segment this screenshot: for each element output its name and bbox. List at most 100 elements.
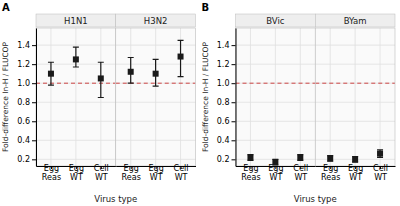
error-bar (128, 58, 134, 84)
y-tick-mark (32, 83, 36, 84)
x-tick-label: EggWT (348, 164, 363, 182)
plot-frame (236, 28, 316, 166)
x-axis-title: Virus type (294, 194, 337, 204)
x-tick-label-line: WT (269, 173, 282, 182)
x-tick-label-line: Egg (268, 164, 283, 173)
reference-line (236, 83, 316, 84)
x-tick-label-line: Egg (149, 164, 164, 173)
x-tick: CellWT (94, 164, 109, 182)
y-tick-mark (232, 140, 236, 141)
y-tick-mark (32, 64, 36, 65)
y-tick-mark (32, 159, 36, 160)
point (153, 71, 159, 77)
y-tick: 0.8 (217, 98, 236, 107)
x-tick-label: EggWT (149, 164, 164, 182)
y-tick-mark (32, 45, 36, 46)
x-tick-label-line: Egg (348, 164, 363, 173)
y-tick-label: 0.8 (217, 98, 230, 107)
x-axis: EggReasEggWTCellWT (316, 164, 396, 182)
x-tick-label-line: Cell (174, 164, 189, 173)
facet-strip (116, 14, 196, 27)
grid-line-x (155, 28, 156, 166)
point (247, 154, 253, 160)
y-tick-mark (232, 83, 236, 84)
y-tick-mark (32, 140, 36, 141)
error-bar (377, 150, 383, 158)
x-tick: CellWT (293, 164, 308, 182)
grid-line-x (50, 28, 51, 166)
x-tick: EggWT (268, 164, 283, 182)
x-tick-label-line: Reas (241, 173, 260, 182)
y-axis-line (236, 29, 237, 167)
x-axis: EggReas EggWT CellWT (37, 164, 117, 182)
y-tick-label: 0.4 (217, 136, 230, 145)
reference-line (315, 83, 395, 84)
y-tick-mark (232, 121, 236, 122)
facet-title: H3N2 (144, 16, 168, 26)
y-axis: 0.2 0.4 0.6 0.8 1.0 1.2 1.4 (217, 29, 236, 167)
y-tick-label: 1.2 (17, 60, 30, 69)
x-axis: EggReasEggWTCellWT (116, 164, 196, 182)
point (178, 54, 184, 60)
y-tick: 1.2 (217, 60, 236, 69)
x-tick-label: CellWT (94, 164, 109, 182)
x-tick-label: CellWT (293, 164, 308, 182)
y-tick-label: 0.2 (217, 155, 230, 164)
grid-line-x (380, 28, 381, 166)
point (98, 75, 104, 81)
panel-label: B (202, 2, 210, 13)
plot-frame (315, 28, 395, 166)
x-tick-label: EggWT (69, 164, 84, 182)
x-tick: EggWT (348, 164, 363, 182)
y-axis-line (36, 29, 37, 167)
x-tick: EggReas (42, 164, 61, 182)
x-tick-label-line: WT (70, 173, 83, 182)
error-bar (48, 62, 54, 85)
grid-line-x (330, 28, 331, 166)
x-axis-title: Virus type (94, 194, 137, 204)
x-tick-label: EggReas (42, 164, 61, 182)
point (73, 56, 79, 62)
y-tick: 1.0 (217, 79, 236, 88)
x-tick-label-line: Reas (122, 173, 141, 182)
point (377, 151, 383, 157)
y-tick-label: 1.0 (17, 79, 30, 88)
y-tick-label: 1.4 (217, 41, 230, 50)
x-tick-label: CellWT (174, 164, 189, 182)
y-tick-label: 1.0 (217, 79, 230, 88)
grid-line-x (130, 28, 131, 166)
y-tick: 1.4 (17, 41, 36, 50)
x-tick-label: EggWT (268, 164, 283, 182)
y-tick-label: 0.2 (17, 155, 30, 164)
y-tick-label: 1.4 (17, 41, 30, 50)
plot-area (116, 40, 196, 86)
y-tick: 0.8 (17, 98, 36, 107)
plot-background (315, 28, 395, 166)
plot-area (315, 83, 395, 162)
plot-background (236, 28, 316, 166)
facet-strip (315, 14, 395, 27)
facet-strip (236, 14, 316, 27)
error-bar (178, 40, 184, 76)
x-tick-label-line: Reas (42, 173, 61, 182)
x-tick-label-line: WT (349, 173, 362, 182)
y-tick: 0.2 (17, 155, 36, 164)
reference-line (36, 83, 116, 84)
y-tick: 0.4 (17, 136, 36, 145)
x-tick-label: EggReas (241, 164, 260, 182)
y-tick-mark (32, 102, 36, 103)
x-tick-label-line: Egg (243, 164, 258, 173)
x-tick-label-line: WT (95, 173, 108, 182)
y-tick: 0.2 (217, 155, 236, 164)
x-tick-label-line: WT (175, 173, 188, 182)
plot-frame (36, 28, 116, 166)
x-tick-label: EggReas (122, 164, 141, 182)
point (297, 154, 303, 160)
plot-background (116, 28, 196, 166)
y-tick: 1.4 (217, 41, 236, 50)
y-tick-label: 0.6 (217, 117, 230, 126)
x-tick: EggWT (69, 164, 84, 182)
point (128, 69, 134, 75)
facet-title: BYam (344, 16, 367, 26)
x-tick: EggReas (241, 164, 260, 182)
